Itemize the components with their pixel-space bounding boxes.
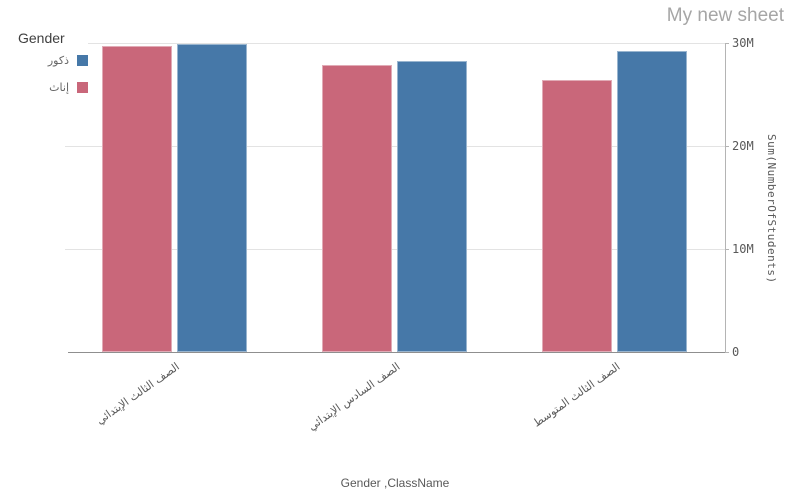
y-tick-label: 20M [732,139,754,153]
gridline-20M [65,146,725,147]
gridline-30M [65,43,725,44]
y-tick-label: 10M [732,242,754,256]
bar-females-group1[interactable] [102,46,172,352]
y-axis-title: Sum(NumberOfStudents) [765,134,778,284]
x-axis-title: Gender ,ClassName [340,476,450,490]
sheet-title: My new sheet [666,5,784,26]
legend-item-males[interactable]: ذكور [10,54,88,67]
gridline-10M [65,249,725,250]
legend-item-label: ذكور [47,54,69,67]
x-tick-label-group2[interactable]: الصف السادس الإبتدائي [305,360,402,434]
y-tick-mark [725,43,729,44]
legend-items: ذكور إناث [10,54,88,94]
y-tick-label: 0 [732,345,740,359]
bar-males-group1[interactable] [177,44,247,352]
bar-males-group2[interactable] [397,60,467,352]
x-tick-label-group3[interactable]: الصف الثالث المتوسط [530,360,622,430]
bar-males-group3[interactable] [617,51,687,352]
y-axis-line [725,43,726,353]
y-tick-label: 30M [732,36,754,50]
legend-title: Gender [18,30,65,46]
y-tick-mark [725,249,729,250]
y-tick-mark [725,352,729,353]
x-axis-line [68,352,725,353]
legend-color-swatch [77,55,88,66]
y-tick-mark [725,146,729,147]
legend-item-label: إناث [49,81,69,94]
bar-females-group3[interactable] [542,80,612,352]
bar-females-group2[interactable] [322,64,392,352]
legend: Gender ذكور إناث [10,30,88,108]
legend-color-swatch [77,82,88,93]
x-tick-label-group1[interactable]: الصف الثالث الإبتدائي [93,360,182,428]
legend-item-females[interactable]: إناث [10,81,88,94]
